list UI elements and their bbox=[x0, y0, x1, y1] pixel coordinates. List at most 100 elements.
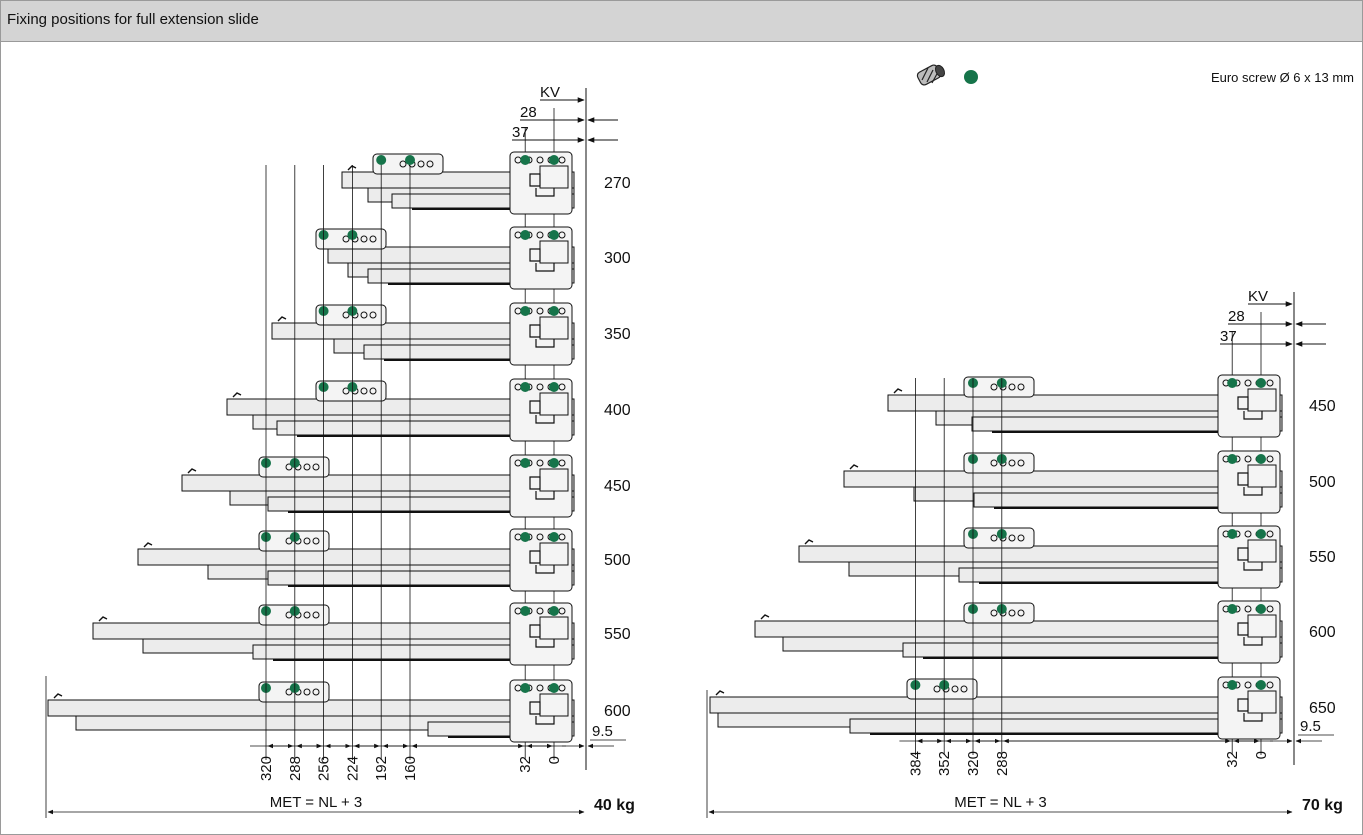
formula-label: MET = NL + 3 bbox=[270, 794, 363, 811]
bottom-dim-label: 160 bbox=[402, 756, 419, 781]
front-bracket-catch bbox=[529, 324, 555, 348]
front-bracket-catch bbox=[529, 400, 555, 424]
front-bracket-catch bbox=[1237, 622, 1263, 646]
screw-dot bbox=[520, 532, 531, 542]
rail-top bbox=[92, 622, 575, 640]
bracket-hole bbox=[951, 685, 959, 693]
rail-top bbox=[709, 696, 1283, 714]
screw-dot bbox=[549, 683, 559, 693]
bracket-hole bbox=[536, 684, 544, 692]
bottom-dim-label: 384 bbox=[907, 751, 924, 776]
screw-dot bbox=[549, 155, 559, 165]
bracket-hole bbox=[536, 383, 544, 391]
bottom-dim-label: 320 bbox=[965, 751, 982, 776]
slide-300: 300 bbox=[315, 226, 631, 290]
bracket-hole bbox=[1017, 609, 1025, 617]
bracket-hole bbox=[1266, 605, 1274, 613]
slide-500: 500 bbox=[843, 450, 1336, 514]
bracket-hole bbox=[399, 160, 407, 168]
bracket-hole bbox=[960, 685, 968, 693]
rail-hook bbox=[277, 316, 287, 322]
bracket-hole bbox=[360, 235, 368, 243]
slide-length-label: 650 bbox=[1309, 700, 1336, 717]
front-bracket-catch bbox=[529, 701, 555, 725]
rail-top bbox=[137, 548, 575, 566]
rail-top bbox=[843, 470, 1283, 488]
slide-400: 400 bbox=[226, 378, 631, 442]
screw-dot bbox=[520, 683, 531, 693]
front-bracket-catch bbox=[529, 173, 555, 197]
slide-450: 450 bbox=[181, 454, 631, 518]
front-bracket bbox=[509, 679, 573, 743]
bracket-hole bbox=[1244, 530, 1252, 538]
bracket-hole bbox=[303, 537, 311, 545]
rail-hook bbox=[143, 542, 153, 548]
screw-dot bbox=[1227, 529, 1238, 539]
front-bracket bbox=[509, 226, 573, 290]
bracket-hole bbox=[1017, 459, 1025, 467]
slide-length-label: 500 bbox=[604, 552, 631, 569]
bracket-hole bbox=[1244, 681, 1252, 689]
bracket-hole bbox=[990, 609, 998, 617]
front-bracket-catch bbox=[1237, 698, 1263, 722]
slide-length-label: 500 bbox=[1309, 474, 1336, 491]
dim-9-5-label: 9.5 bbox=[592, 723, 613, 740]
front-bracket bbox=[509, 602, 573, 666]
bracket-hole bbox=[536, 307, 544, 315]
bracket-hole bbox=[342, 387, 350, 395]
bracket-hole bbox=[1008, 534, 1016, 542]
formula-label: MET = NL + 3 bbox=[954, 794, 1047, 811]
front-bracket bbox=[1217, 374, 1281, 438]
legend-text: Euro screw Ø 6 x 13 mm bbox=[1211, 70, 1354, 85]
slide-450: 450 bbox=[887, 374, 1336, 438]
screw-dot bbox=[549, 458, 559, 468]
bracket-hole bbox=[342, 235, 350, 243]
screw-dot bbox=[520, 606, 531, 616]
slide-length-label: 450 bbox=[1309, 398, 1336, 415]
screw-dot bbox=[520, 230, 531, 240]
front-bracket-catch bbox=[1237, 396, 1263, 420]
rail-hook bbox=[187, 468, 197, 474]
bracket-hole bbox=[1266, 681, 1274, 689]
front-bracket-catch bbox=[1237, 472, 1263, 496]
bracket-hole bbox=[303, 688, 311, 696]
front-bracket bbox=[509, 454, 573, 518]
bracket-hole bbox=[1008, 459, 1016, 467]
front-bracket-catch bbox=[529, 624, 555, 648]
bracket-hole bbox=[426, 160, 434, 168]
slide-length-label: 350 bbox=[604, 326, 631, 343]
header-bar: Fixing positions for full extension slid… bbox=[1, 1, 1362, 42]
slide-length-label: 450 bbox=[604, 478, 631, 495]
front-bracket bbox=[509, 528, 573, 592]
slide-length-label: 550 bbox=[604, 626, 631, 643]
screw-dot bbox=[549, 306, 559, 316]
bracket-hole bbox=[417, 160, 425, 168]
bracket-hole bbox=[1244, 379, 1252, 387]
bracket-hole bbox=[360, 387, 368, 395]
weight-label: 40 kg bbox=[594, 797, 635, 814]
screw-dot bbox=[1256, 604, 1266, 614]
screw-dot bbox=[549, 606, 559, 616]
screw-dot bbox=[1256, 378, 1266, 388]
slide-270: 270 bbox=[341, 151, 631, 215]
screw-dot bbox=[549, 532, 559, 542]
bracket-hole bbox=[536, 459, 544, 467]
bottom-dim-label: 352 bbox=[936, 751, 953, 776]
front-bracket bbox=[1217, 525, 1281, 589]
dim-kv-label: KV bbox=[1248, 288, 1268, 305]
screw-icon bbox=[916, 64, 946, 86]
bracket-hole bbox=[1266, 530, 1274, 538]
front-bracket bbox=[509, 302, 573, 366]
slide-350: 350 bbox=[271, 302, 631, 366]
bracket-hole bbox=[1017, 383, 1025, 391]
front-bracket-catch bbox=[529, 476, 555, 500]
dim-9-5-label: 9.5 bbox=[1300, 718, 1321, 735]
bracket-hole bbox=[990, 534, 998, 542]
bottom-dim-label: 320 bbox=[258, 756, 275, 781]
bracket-hole bbox=[312, 537, 320, 545]
bracket-hole bbox=[312, 611, 320, 619]
bracket-hole bbox=[1008, 383, 1016, 391]
